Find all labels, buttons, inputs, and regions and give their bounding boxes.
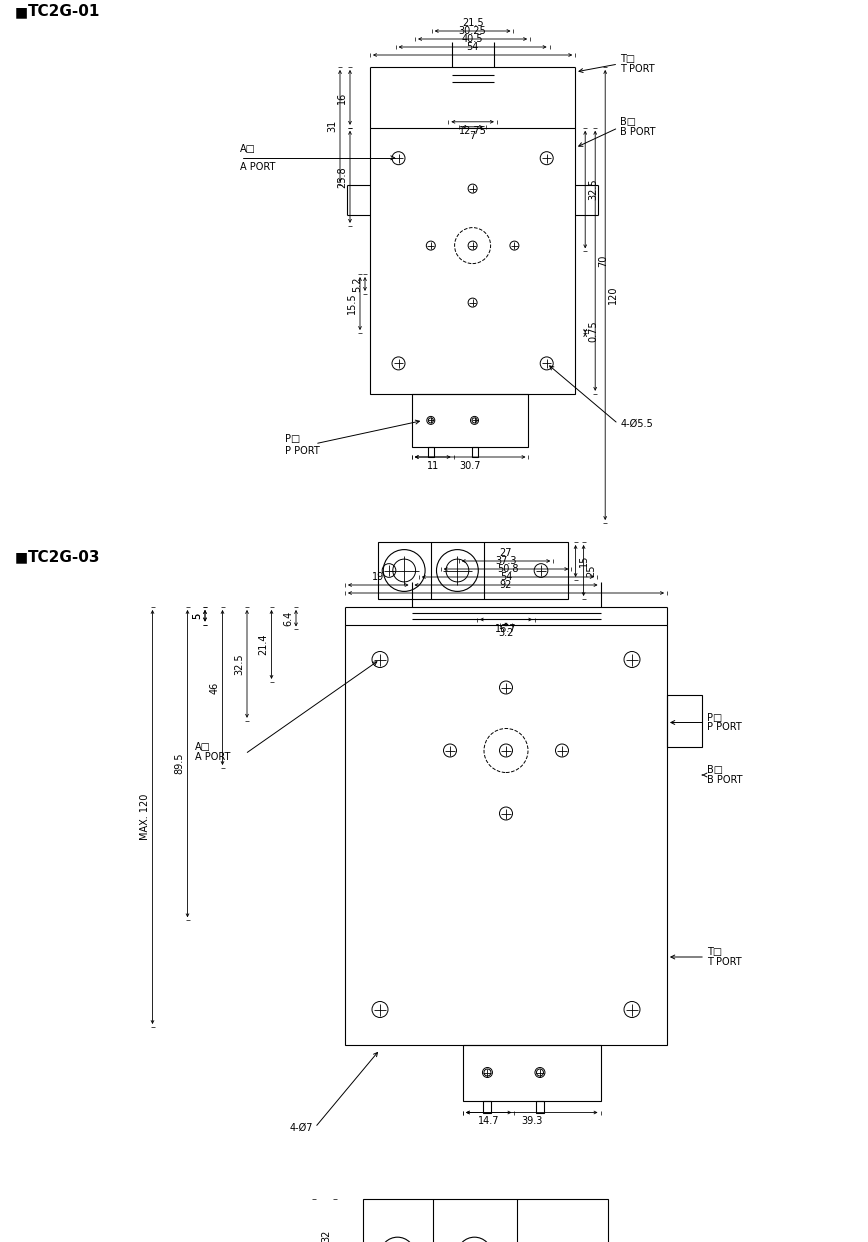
Text: 21.5: 21.5 xyxy=(462,17,483,29)
Text: B PORT: B PORT xyxy=(707,775,742,785)
Text: 30.7: 30.7 xyxy=(459,461,481,471)
Text: P PORT: P PORT xyxy=(285,446,319,456)
Text: 6.4: 6.4 xyxy=(283,611,293,626)
Text: 11: 11 xyxy=(426,461,439,471)
Text: P□: P□ xyxy=(707,713,722,723)
Text: 5: 5 xyxy=(192,612,202,619)
Text: 4-Ø5.5: 4-Ø5.5 xyxy=(621,419,653,428)
Text: 40.5: 40.5 xyxy=(462,34,483,43)
Text: 21.4: 21.4 xyxy=(259,633,268,656)
Text: B□: B□ xyxy=(707,765,723,775)
Text: T PORT: T PORT xyxy=(707,958,741,968)
Bar xyxy=(363,1199,608,1242)
Text: TC2G-03: TC2G-03 xyxy=(28,549,101,565)
Text: P□: P□ xyxy=(285,433,300,443)
Text: 27: 27 xyxy=(500,548,512,558)
Text: 15.5: 15.5 xyxy=(347,293,357,314)
Text: T PORT: T PORT xyxy=(621,65,654,75)
Text: 37.3: 37.3 xyxy=(496,556,516,566)
Text: A□: A□ xyxy=(195,741,211,751)
Text: 31: 31 xyxy=(327,119,337,132)
Text: A□: A□ xyxy=(240,144,256,154)
Bar xyxy=(370,128,575,394)
Text: 19: 19 xyxy=(372,573,385,582)
Text: 54: 54 xyxy=(466,42,479,52)
Text: 32.5: 32.5 xyxy=(589,179,598,200)
Text: 30.25: 30.25 xyxy=(458,26,486,36)
Text: 4-Ø7: 4-Ø7 xyxy=(290,1123,313,1133)
Text: B□: B□ xyxy=(621,117,636,127)
Text: 12.75: 12.75 xyxy=(458,125,487,135)
Bar xyxy=(667,694,702,746)
Text: 16: 16 xyxy=(337,91,347,103)
Text: 5.2: 5.2 xyxy=(352,276,362,292)
Text: 25.8: 25.8 xyxy=(337,166,347,188)
Text: 92: 92 xyxy=(500,580,512,590)
Text: 32.5: 32.5 xyxy=(234,653,244,674)
Text: 70: 70 xyxy=(598,255,608,267)
Text: 32: 32 xyxy=(321,1230,332,1242)
Bar xyxy=(483,1100,491,1113)
Bar xyxy=(378,542,568,599)
Text: T□: T□ xyxy=(707,946,722,958)
Text: A PORT: A PORT xyxy=(240,161,275,171)
Text: 7: 7 xyxy=(470,130,476,140)
Text: 46: 46 xyxy=(209,682,220,693)
Text: 5: 5 xyxy=(192,612,202,619)
Text: 89.5: 89.5 xyxy=(174,753,185,774)
Text: T□: T□ xyxy=(621,53,635,65)
Bar xyxy=(463,1045,601,1100)
Bar xyxy=(428,447,434,457)
Bar xyxy=(345,625,667,1045)
Text: 0.75: 0.75 xyxy=(589,320,598,343)
Text: 50.8: 50.8 xyxy=(497,564,518,574)
Text: 39.3: 39.3 xyxy=(521,1117,542,1126)
Bar xyxy=(536,1100,544,1113)
Bar xyxy=(471,447,477,457)
Text: B PORT: B PORT xyxy=(621,127,655,137)
Text: 54: 54 xyxy=(500,573,512,582)
Text: P PORT: P PORT xyxy=(707,723,742,733)
Text: 15: 15 xyxy=(579,555,589,568)
Text: A PORT: A PORT xyxy=(195,751,230,763)
Text: 120: 120 xyxy=(608,286,618,304)
Text: ■: ■ xyxy=(15,5,28,19)
Text: TC2G-01: TC2G-01 xyxy=(28,5,101,20)
Bar xyxy=(411,394,529,447)
Text: 14.7: 14.7 xyxy=(478,1117,499,1126)
Text: 3.2: 3.2 xyxy=(498,628,514,638)
Text: 25: 25 xyxy=(587,564,596,576)
Text: MAX. 120: MAX. 120 xyxy=(140,794,149,840)
Text: 16.7: 16.7 xyxy=(496,623,516,633)
Text: ■: ■ xyxy=(15,550,28,564)
